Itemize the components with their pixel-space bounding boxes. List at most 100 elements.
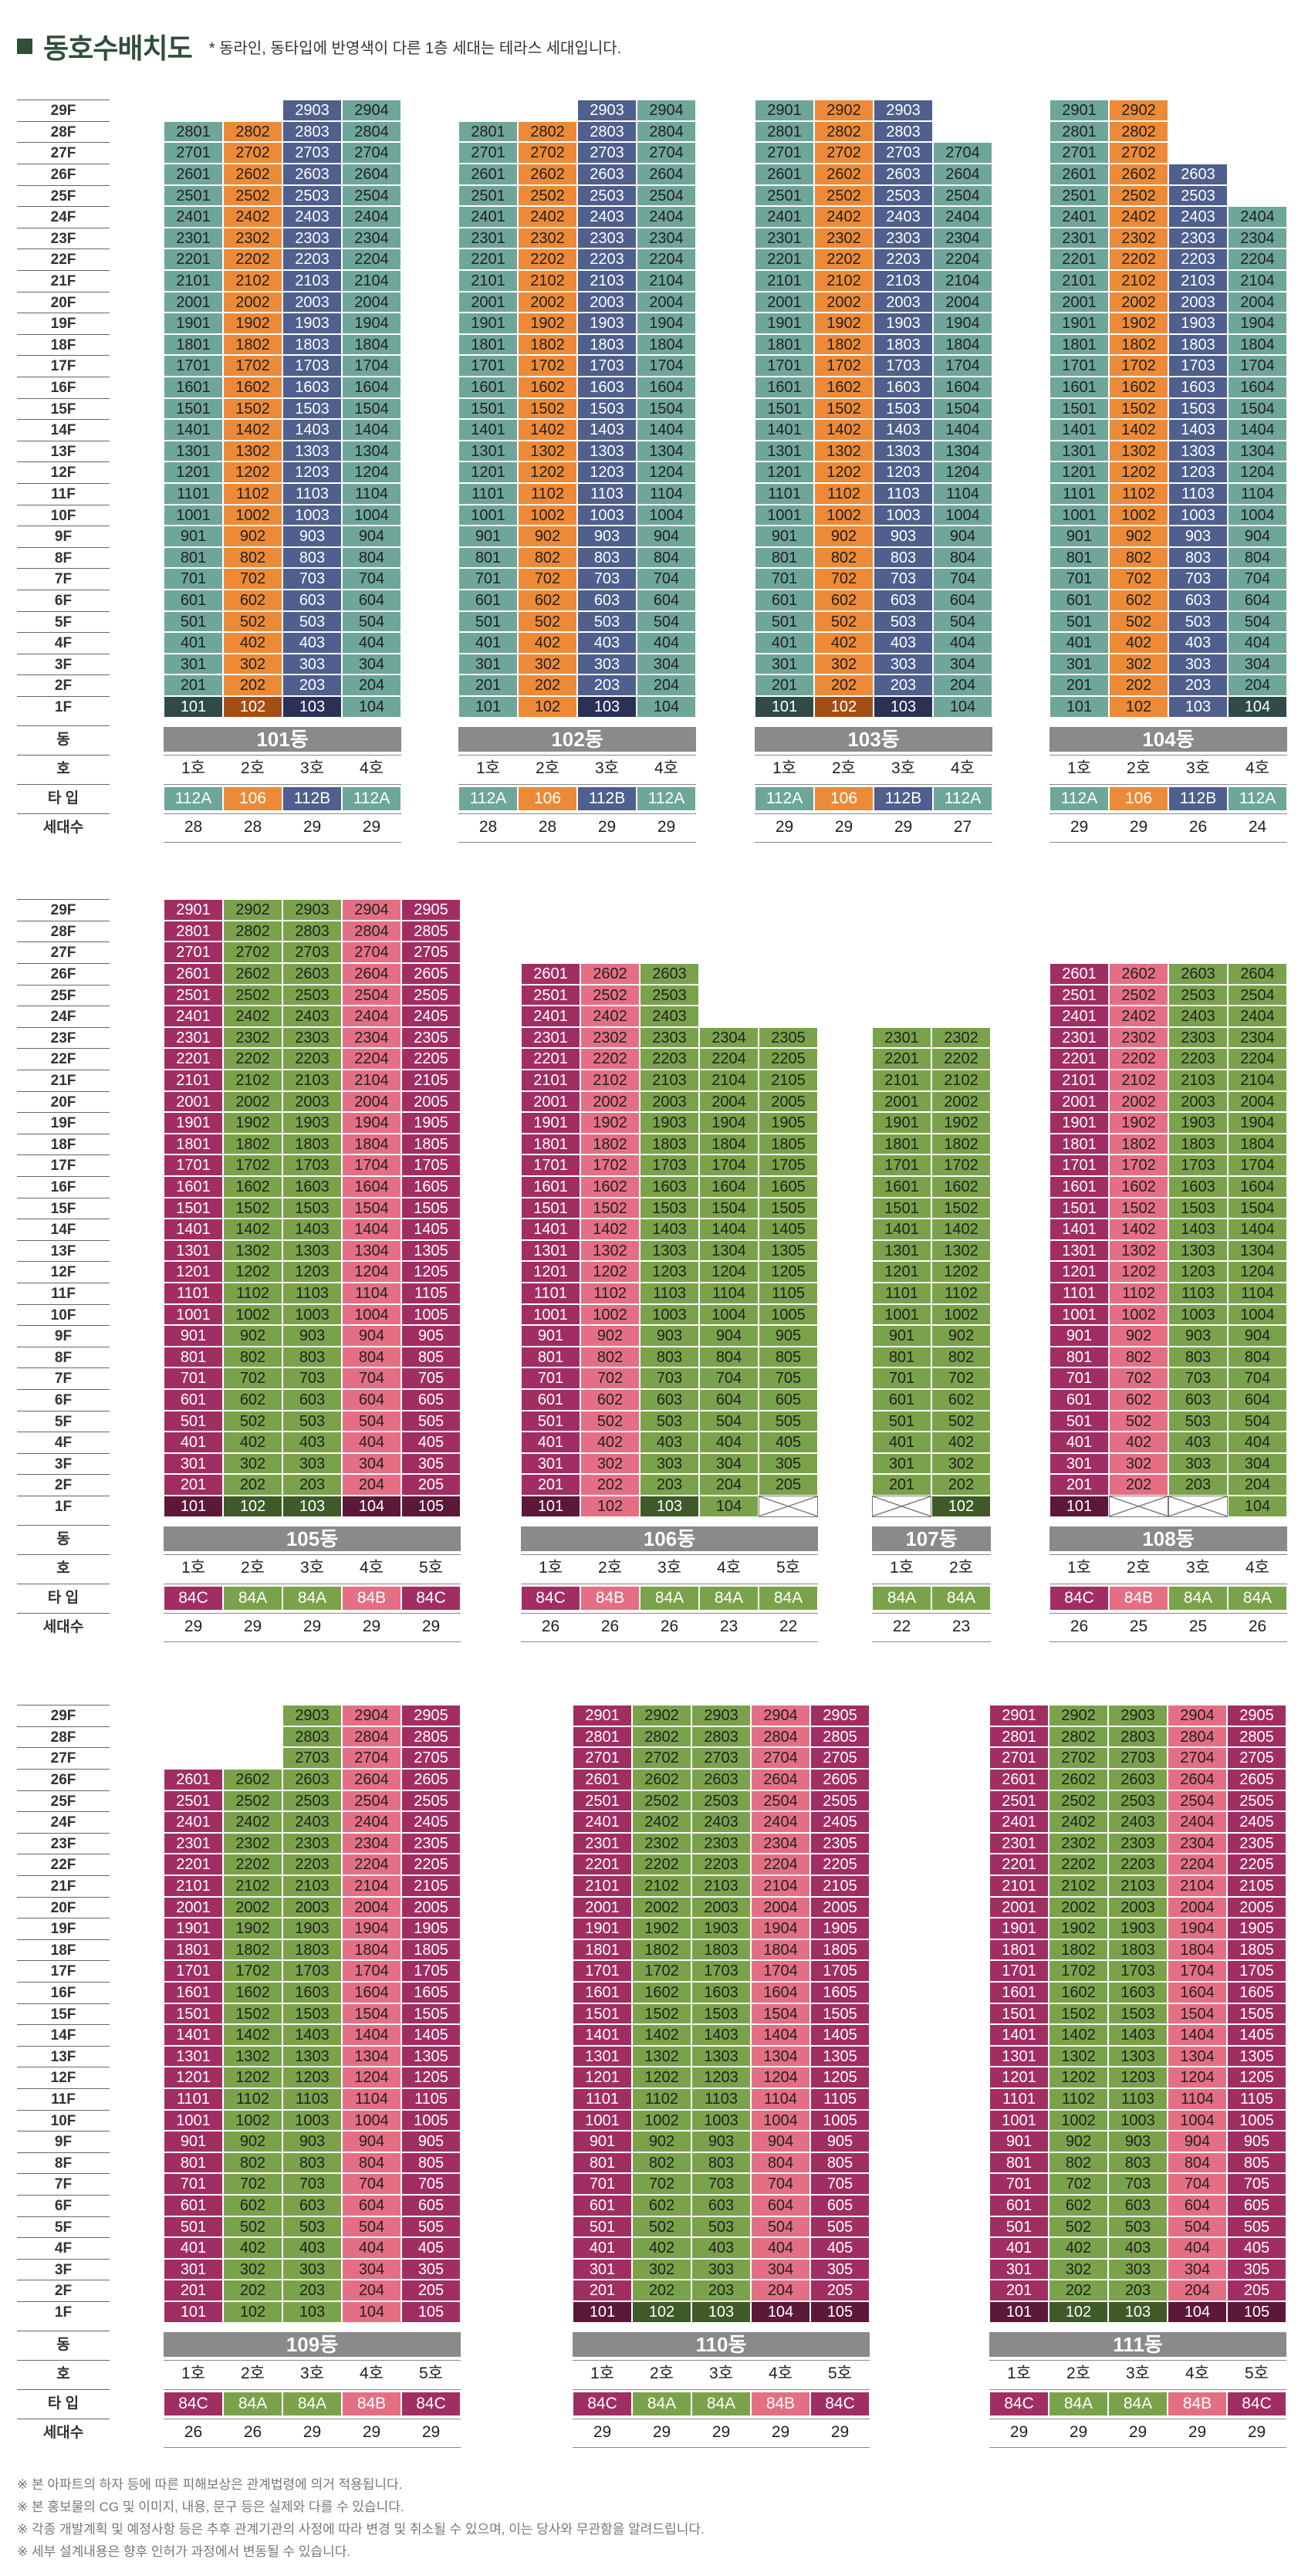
unit-cell: 2304 [1228, 227, 1287, 249]
unit-cell: 2402 [814, 206, 874, 228]
unit-count: 29 [362, 1617, 381, 1635]
floor-label: 1F [17, 1496, 110, 1518]
unit-cell: 1602 [223, 1176, 282, 1198]
unit-cell: 2502 [223, 1790, 282, 1812]
unit-cell: 2504 [751, 1790, 810, 1812]
unit-cell: 1604 [933, 377, 992, 398]
unit-cell: 2102 [223, 1070, 282, 1091]
unit-cell: 2501 [755, 184, 814, 207]
unit-cell: 1902 [931, 1112, 991, 1134]
unit-cell: 1301 [164, 440, 223, 462]
unit-cell: 105 [401, 2301, 461, 2323]
unit-cell: 1001 [872, 1303, 931, 1326]
row-divider [989, 2446, 1286, 2448]
unit-cell: 2304 [699, 1026, 759, 1049]
unit-count: 28 [243, 817, 262, 836]
unit-cell: 1101 [521, 1283, 580, 1304]
unit-cell: 2502 [1109, 984, 1168, 1006]
unit-cell: 2603 [282, 963, 342, 985]
unit-cell: 1503 [1108, 2003, 1168, 2025]
unit-cell: 2304 [342, 227, 401, 249]
unit-cell: 404 [1228, 1432, 1287, 1453]
unit-cell: 2303 [640, 1026, 699, 1049]
unit-cell: 1004 [342, 504, 401, 526]
floor-label: 18F [17, 1939, 110, 1962]
unit-cell: 101 [164, 2301, 223, 2323]
unit-cell: 2502 [580, 984, 640, 1006]
unit-cell: 502 [223, 610, 282, 633]
unit-cell: 801 [164, 1346, 223, 1368]
unit-cell: 2305 [401, 1026, 461, 1049]
unit-cell: 901 [573, 2131, 632, 2152]
unit-cell: 2303 [577, 227, 637, 249]
unit-cell: 702 [814, 568, 874, 590]
unit-cell: 802 [814, 546, 874, 569]
unit-cell: 801 [164, 2152, 223, 2174]
unit-cell: 1104 [933, 483, 992, 505]
unit-count: 29 [362, 2422, 381, 2441]
unit-cell: 705 [401, 1367, 461, 1389]
unit-cell: 1302 [1109, 1239, 1168, 1262]
type-badge: 84A [632, 2391, 691, 2416]
unit-cell: 1303 [874, 440, 933, 462]
unit-cell: 802 [931, 1346, 991, 1368]
unit-cell: 1101 [989, 2088, 1049, 2110]
unit-count: 29 [1128, 2422, 1147, 2441]
unit-cell: 702 [223, 1367, 282, 1389]
unit-cell: 202 [518, 674, 577, 696]
type-badge: 84C [1049, 1585, 1109, 1611]
unit-count: 26 [541, 1617, 560, 1635]
unit-cell: 302 [1109, 653, 1168, 675]
unit-cell: 201 [521, 1474, 580, 1496]
floor-label: 10F [17, 504, 110, 527]
unit-cell: 703 [691, 2173, 751, 2195]
unit-cell: 801 [1049, 546, 1109, 569]
unit-cell: 2003 [282, 291, 342, 313]
unit-cell: 1203 [874, 461, 933, 483]
unit-cell: 2602 [223, 963, 282, 985]
type-badge: 84C [401, 1585, 461, 1611]
floor-label: 24F [17, 1006, 110, 1028]
unit-count: 26 [660, 1617, 679, 1635]
unit-cell: 1804 [637, 333, 696, 356]
unit-count: 29 [711, 2422, 731, 2441]
unit-cell: 1902 [223, 1918, 282, 1939]
unit-cell: 1205 [810, 2067, 870, 2088]
unit-cell: 2102 [223, 1875, 282, 1897]
unit-cell: 2003 [282, 1896, 342, 1918]
unit-cell: 704 [342, 568, 401, 590]
ho-label: 4호 [360, 759, 384, 777]
unit-count: 26 [1070, 1617, 1089, 1635]
unit-cell: 2401 [1049, 1006, 1109, 1027]
unit-cell: 2101 [1049, 1070, 1109, 1091]
unit-cell: 901 [1049, 1325, 1109, 1347]
type-badge: 84A [640, 1585, 699, 1611]
unit-cell: 1002 [1109, 504, 1168, 526]
unit-cell: 2203 [640, 1048, 699, 1070]
unit-cell: 203 [640, 1474, 699, 1496]
unit-cell: 701 [458, 568, 518, 590]
unit-cell: 704 [1228, 568, 1287, 590]
unit-cell: 105 [1227, 2301, 1286, 2323]
unit-cell: 2403 [282, 1006, 342, 1027]
unit-cell: 2804 [342, 1726, 401, 1748]
unit-cell: 2502 [223, 984, 282, 1006]
unit-cell: 605 [810, 2195, 870, 2216]
unit-cell: 1905 [401, 1918, 461, 1939]
unit-cell: 2101 [521, 1070, 580, 1091]
unit-cell: 703 [640, 1367, 699, 1389]
unit-cell: 705 [401, 2173, 461, 2195]
unit-cell: 2803 [691, 1726, 751, 1748]
unit-cell: 1401 [1049, 419, 1109, 441]
unit-cell: 805 [759, 1346, 818, 1368]
unit-cell: 102 [223, 696, 282, 718]
unit-cell: 1102 [223, 483, 282, 505]
unit-cell: 1405 [401, 1219, 461, 1240]
row-divider [1049, 841, 1287, 843]
row-divider [1049, 754, 1287, 756]
unit-cell: 301 [573, 2258, 632, 2280]
unit-count: 23 [951, 1617, 971, 1635]
unit-cell: 1302 [223, 2045, 282, 2067]
unit-cell: 1704 [342, 355, 401, 377]
unit-cell: 1204 [751, 2067, 810, 2088]
